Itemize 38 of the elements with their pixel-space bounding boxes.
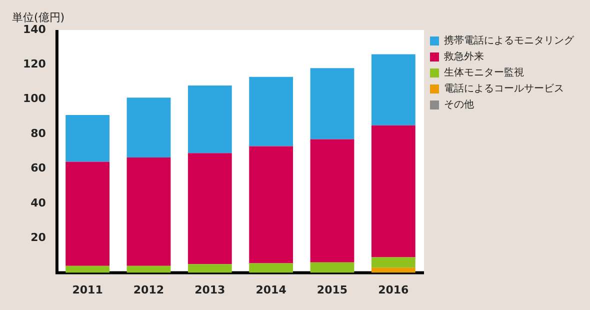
bar (126, 157, 171, 266)
x-tick-label: 2012 (133, 283, 164, 296)
y-tick-label: 80 (30, 126, 46, 140)
y-tick-label: 20 (30, 230, 46, 244)
bar (126, 98, 171, 158)
bar (371, 54, 416, 126)
y-tick-label: 40 (30, 196, 46, 210)
bar (249, 263, 294, 273)
bar (66, 162, 110, 266)
x-tick-label: 2015 (316, 283, 348, 296)
bar (249, 146, 294, 264)
bar (310, 68, 354, 140)
legend-label: その他 (444, 98, 474, 111)
bar (66, 114, 110, 162)
bar (371, 257, 416, 268)
bar (188, 153, 232, 264)
y-tick-label: 100 (22, 92, 46, 106)
legend-label: 携帯電話によるモニタリング (444, 34, 575, 47)
y-tick-label: 120 (22, 58, 46, 71)
bar (188, 85, 232, 154)
bar (310, 262, 354, 273)
x-tick-label: 2013 (194, 283, 226, 296)
bar (126, 266, 171, 273)
x-tick-label: 2016 (378, 283, 410, 296)
x-tick-label: 2011 (72, 283, 103, 296)
legend-label: 電話によるコールサービス (444, 82, 564, 95)
bar (188, 264, 232, 273)
bar (371, 268, 416, 273)
x-tick-label: 2014 (256, 283, 287, 296)
y-axis-title: 単位(億円) (12, 10, 65, 24)
y-tick-label: 140 (22, 22, 46, 36)
bar (310, 139, 354, 262)
y-tick-label: 60 (30, 162, 46, 175)
legend-label: 生体モニター監視 (444, 66, 524, 79)
legend-label: 救急外来 (443, 50, 484, 63)
bar (66, 266, 110, 273)
bar (371, 125, 416, 258)
bar (249, 76, 294, 146)
